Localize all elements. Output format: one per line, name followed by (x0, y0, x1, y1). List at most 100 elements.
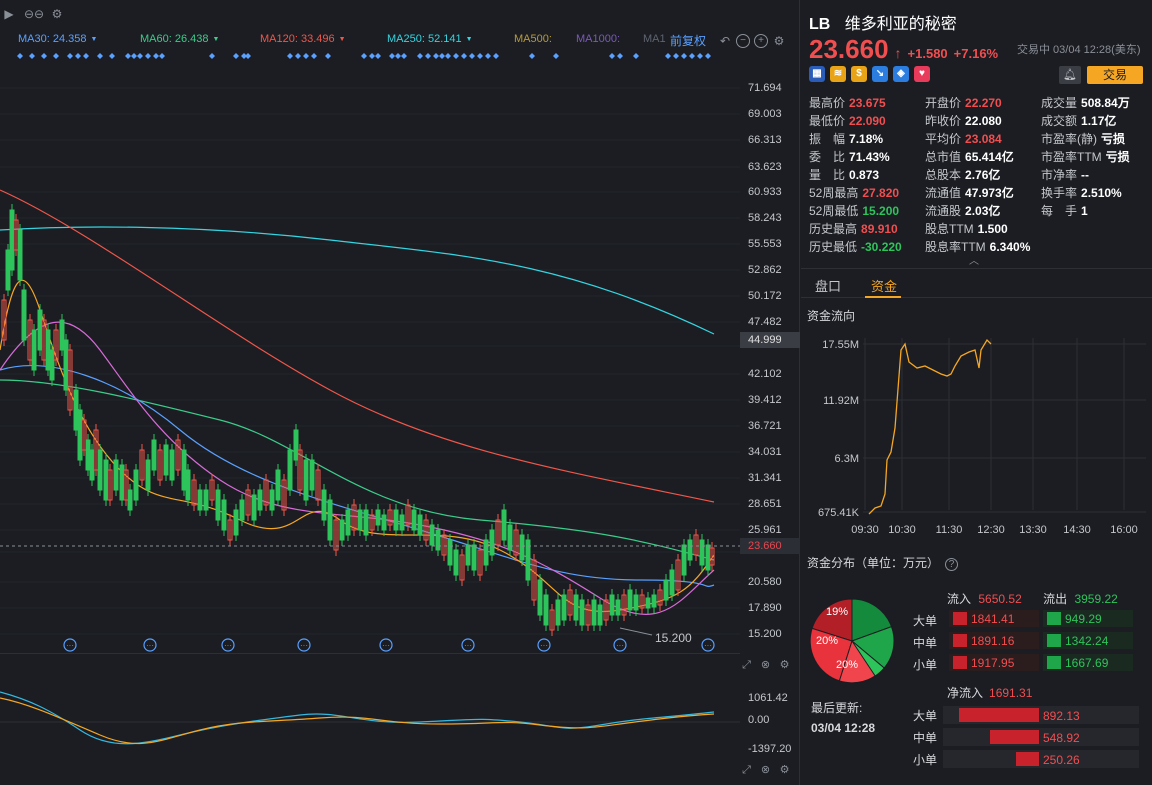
in-out-row: 大单 1841.41 949.29 (913, 610, 1143, 628)
stat-value: 22.090 (849, 114, 886, 128)
trade-status: 交易中 03/04 12:28(美东) (1017, 44, 1141, 56)
ma250-legend[interactable]: MA250: 52.141 ▼ (387, 33, 473, 45)
stat-label: 最低价 (809, 114, 846, 128)
gear-icon[interactable]: ⚙ (779, 659, 790, 671)
low-pointer-line (619, 627, 653, 636)
chevron-down-icon: ▼ (212, 36, 220, 43)
close-icon[interactable]: ⊗ (760, 659, 771, 671)
flow-y-tick: 6.3M (835, 453, 859, 465)
tag-icon[interactable]: ◈ (893, 66, 909, 82)
help-icon[interactable]: ? (945, 558, 959, 571)
svg-text:···: ··· (300, 641, 308, 650)
low-price-label: 15.200 (655, 631, 692, 645)
chevron-up-icon[interactable]: ︿ (969, 256, 979, 267)
expand-icon[interactable]: ⤢ (742, 659, 751, 671)
outflow-swatch (1047, 656, 1061, 669)
capital-distribution-title: 资金分布（单位：万元）? (807, 554, 959, 571)
trend-icon[interactable]: ↘ (872, 66, 888, 82)
ma30-legend[interactable]: MA30: 24.358 ▼ (18, 33, 98, 45)
current-price-tag: 23.660 (740, 538, 800, 554)
stat-label: 市盈率(静) (1041, 132, 1097, 146)
svg-text:···: ··· (540, 641, 548, 650)
alert-button[interactable]: 🔔︎ (1059, 66, 1081, 84)
stat-value: 0.873 (849, 168, 880, 182)
stat-label: 52周最高 (809, 186, 859, 200)
inflow-label: 流入 (947, 592, 972, 606)
stat-label: 成交量 (1041, 96, 1078, 110)
inflow-swatch (953, 612, 967, 625)
ma500-legend[interactable]: MA500: (514, 33, 552, 45)
stat-item: 历史最高 89.910 (809, 220, 898, 237)
adjust-mode-button[interactable]: 前复权 (670, 34, 707, 48)
tab-capital[interactable]: 资金 (871, 279, 898, 294)
zoom-out-icon[interactable]: − (736, 33, 751, 48)
flow-y-tick: 17.55M (822, 339, 859, 351)
dollar-icon[interactable]: $ (851, 66, 867, 82)
last-update-time: 03/04 12:28 (811, 721, 876, 735)
price-tick: 17.890 (748, 602, 782, 614)
stat-value: -- (1081, 168, 1090, 182)
stat-item: 流通值 47.973亿 (925, 184, 1014, 201)
bottom-event-markers: ··· ··· ··· ··· ··· ··· ··· ··· ··· (63, 638, 715, 652)
compare-icon[interactable]: ⊖⊖ (24, 7, 45, 21)
stat-value: 亏损 (1105, 150, 1130, 164)
net-inflow-bar (1016, 752, 1039, 766)
outflow-cell: 1667.69 (1043, 654, 1133, 671)
price-tick: 58.243 (748, 212, 782, 224)
outflow-total: 3959.22 (1074, 592, 1118, 606)
distribution-title-text: 资金分布（单位：万元） (807, 556, 940, 570)
trade-button[interactable]: 交易 (1087, 66, 1143, 84)
undo-icon[interactable]: ↶ (719, 33, 731, 48)
ma60-legend[interactable]: MA60: 26.438 ▼ (140, 33, 220, 45)
ma1000-legend[interactable]: MA1000: (576, 33, 621, 45)
price-line: 23.660 ↑ +1.580 +7.16% (809, 34, 998, 65)
net-inflow-bar (990, 730, 1039, 744)
stat-item: 最高价 23.675 (809, 94, 886, 111)
last-price: 23.660 (809, 34, 889, 64)
chart-right-tools: 前复权 ↶ − + ⚙ (670, 32, 786, 49)
stock-header: LB 维多利亚的秘密 (809, 10, 957, 34)
svg-text:···: ··· (146, 641, 154, 650)
price-tick: 69.003 (748, 108, 782, 120)
expand-icon[interactable]: ⤢ (742, 764, 751, 776)
pie-slice (851, 625, 895, 669)
main-chart-controls: ⤢ ⊗ ⚙ (740, 659, 791, 672)
stat-value: 亏损 (1101, 132, 1126, 146)
tab-orderbook[interactable]: 盘口 (815, 279, 842, 294)
price-tick: 60.933 (748, 186, 782, 198)
quote-panel: LB 维多利亚的秘密 23.660 ↑ +1.580 +7.16% 交易中 03… (801, 0, 1152, 785)
outflow-swatch (1047, 634, 1061, 647)
stat-item: 总市值 65.414亿 (925, 148, 1014, 165)
flow-x-tick: 16:00 (1110, 524, 1138, 536)
us-flag-icon: ▦ (809, 66, 825, 82)
inflow-value: 1891.16 (971, 634, 1015, 648)
price-tick: 47.482 (748, 316, 782, 328)
heart-icon[interactable]: ♥ (914, 66, 930, 82)
gear-icon[interactable]: ⚙ (779, 764, 790, 776)
indicator-chart-canvas[interactable] (0, 680, 740, 765)
outflow-value: 1667.69 (1065, 656, 1109, 670)
play-icon[interactable]: ▶ (4, 7, 14, 21)
price-tick: 34.031 (748, 446, 782, 458)
net-inflow-bar (959, 708, 1039, 722)
zoom-in-icon[interactable]: + (754, 33, 769, 48)
stat-value: 65.414亿 (965, 150, 1014, 164)
ma120-legend[interactable]: MA120: 33.496 ▼ (260, 33, 346, 45)
capital-flow-chart[interactable]: 17.55M 11.92M 6.3M 675.41K 09:30 10:30 11:30 12… (801, 328, 1152, 538)
margin-icon[interactable]: ≋ (830, 66, 846, 82)
price-tick: 25.961 (748, 524, 782, 536)
gear-icon[interactable]: ⚙ (773, 33, 785, 48)
gear-icon[interactable]: ⚙ (51, 7, 63, 21)
stat-value: 23.084 (965, 132, 1002, 146)
kline-chart-area[interactable]: ▶ ⊖⊖ ⚙ MA30: 24.358 ▼ MA60: 26.438 ▼ MA120… (0, 0, 800, 785)
ma-extra-legend[interactable]: MA1 (643, 33, 666, 45)
close-icon[interactable]: ⊗ (760, 764, 771, 776)
inflow-value: 1841.41 (971, 612, 1015, 626)
stat-label: 昨收价 (925, 114, 962, 128)
price-tick: 15.200 (748, 628, 782, 640)
stat-value: 1.500 (977, 222, 1008, 236)
price-chart-canvas[interactable]: ··· ··· ··· ··· ··· ··· ··· ··· ··· (0, 50, 740, 660)
capital-flow-title: 资金流向 (807, 309, 856, 323)
net-inflow-row: 中单 548.92 (913, 727, 1143, 747)
